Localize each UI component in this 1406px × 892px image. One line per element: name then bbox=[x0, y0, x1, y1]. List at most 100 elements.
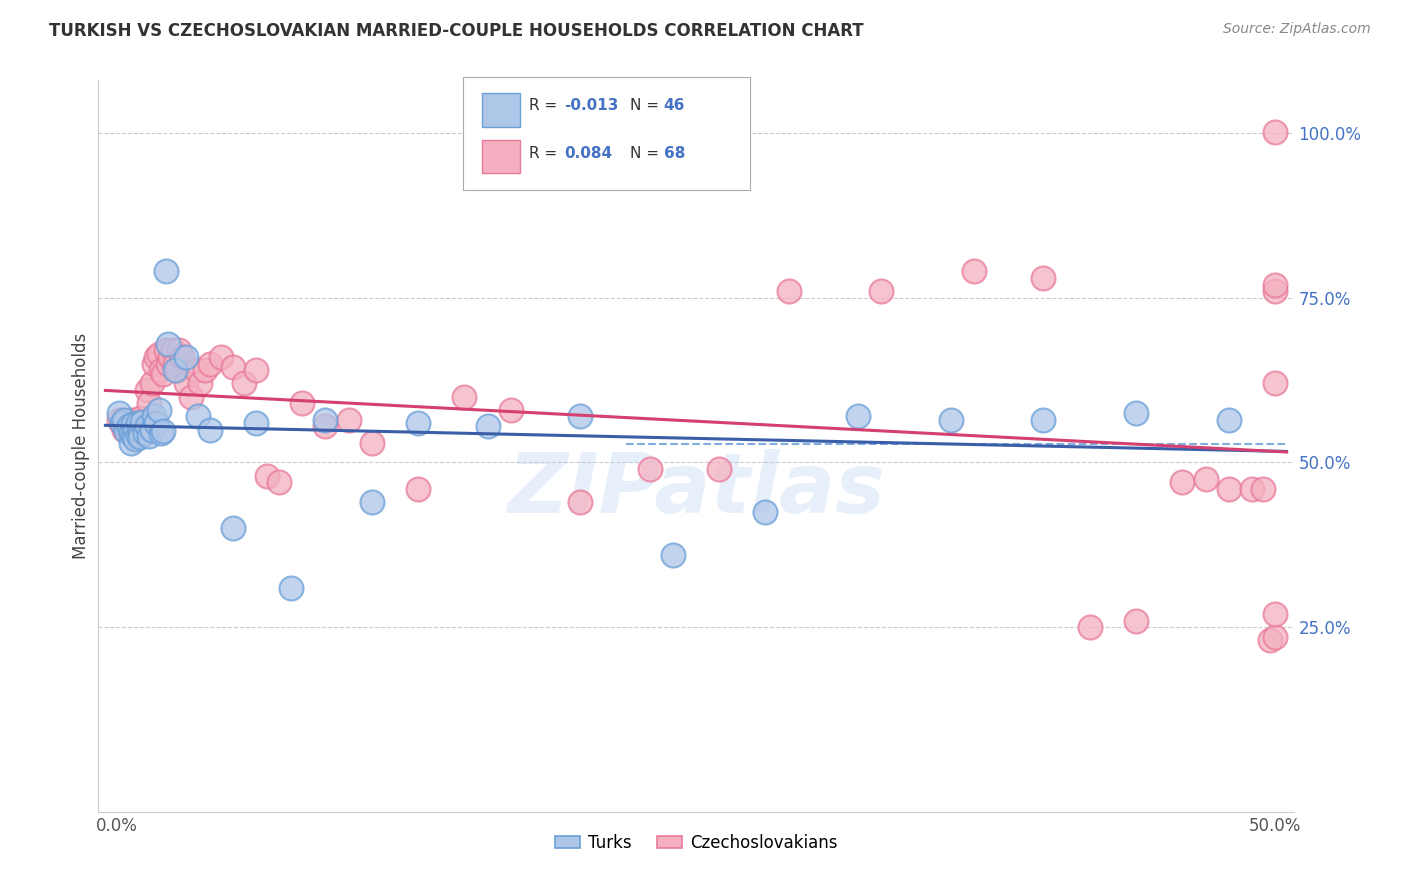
Point bbox=[159, 350, 181, 364]
Point bbox=[222, 521, 245, 535]
Point bbox=[194, 363, 217, 377]
Point bbox=[136, 383, 159, 397]
Point bbox=[314, 412, 336, 426]
Point bbox=[1171, 475, 1194, 490]
Text: ZIPatlas: ZIPatlas bbox=[508, 450, 884, 531]
Point bbox=[662, 548, 685, 562]
Point bbox=[569, 495, 592, 509]
Text: R =: R = bbox=[529, 146, 562, 161]
Point bbox=[117, 419, 139, 434]
Point bbox=[1032, 271, 1054, 285]
Point bbox=[1264, 125, 1286, 139]
Point bbox=[152, 367, 174, 381]
FancyBboxPatch shape bbox=[482, 94, 520, 127]
Point bbox=[1264, 376, 1286, 391]
Point bbox=[162, 343, 184, 358]
Point bbox=[180, 390, 202, 404]
Point bbox=[198, 423, 221, 437]
Text: N =: N = bbox=[630, 98, 664, 113]
Point bbox=[143, 357, 166, 371]
Point bbox=[163, 357, 186, 371]
Point bbox=[138, 396, 160, 410]
Point bbox=[245, 363, 267, 377]
Point bbox=[134, 425, 156, 440]
Point bbox=[1078, 620, 1101, 634]
Point bbox=[134, 425, 156, 440]
Point bbox=[155, 343, 177, 358]
Y-axis label: Married-couple Households: Married-couple Households bbox=[72, 333, 90, 559]
Point bbox=[846, 409, 869, 424]
Point bbox=[112, 412, 135, 426]
Point bbox=[406, 416, 429, 430]
Point bbox=[156, 357, 179, 371]
Point bbox=[124, 423, 146, 437]
Point bbox=[149, 425, 172, 440]
Point bbox=[198, 357, 221, 371]
Point bbox=[1253, 482, 1275, 496]
Point bbox=[754, 505, 776, 519]
Point bbox=[136, 419, 159, 434]
Point bbox=[188, 376, 211, 391]
Point bbox=[1240, 482, 1263, 496]
Point bbox=[112, 423, 135, 437]
Point bbox=[155, 264, 177, 278]
Point bbox=[170, 350, 193, 364]
Point bbox=[110, 417, 132, 432]
Point bbox=[148, 402, 170, 417]
Point bbox=[131, 417, 153, 432]
FancyBboxPatch shape bbox=[482, 139, 520, 173]
Text: 46: 46 bbox=[664, 98, 685, 113]
Point bbox=[184, 363, 207, 377]
Text: Source: ZipAtlas.com: Source: ZipAtlas.com bbox=[1223, 22, 1371, 37]
Point bbox=[1264, 284, 1286, 298]
Point bbox=[163, 363, 186, 377]
Point bbox=[129, 430, 152, 444]
Point bbox=[156, 336, 179, 351]
Point bbox=[115, 416, 138, 430]
Point bbox=[870, 284, 893, 298]
Point bbox=[120, 425, 142, 440]
Point bbox=[138, 429, 160, 443]
Point bbox=[360, 435, 382, 450]
Point bbox=[291, 396, 314, 410]
Point bbox=[129, 424, 152, 438]
Point bbox=[1264, 607, 1286, 621]
Point bbox=[360, 495, 382, 509]
Point bbox=[222, 359, 245, 374]
Point bbox=[280, 581, 302, 595]
Point bbox=[152, 424, 174, 438]
Point bbox=[141, 376, 163, 391]
Point bbox=[245, 416, 267, 430]
Point bbox=[176, 350, 198, 364]
Point bbox=[117, 419, 139, 434]
Point bbox=[1125, 406, 1147, 420]
Point bbox=[110, 416, 132, 430]
Point bbox=[1218, 482, 1240, 496]
Point bbox=[477, 419, 499, 434]
Text: 0.084: 0.084 bbox=[565, 146, 613, 161]
Point bbox=[129, 410, 152, 425]
Legend: Turks, Czechoslovakians: Turks, Czechoslovakians bbox=[548, 827, 844, 858]
Point bbox=[778, 284, 800, 298]
Point bbox=[166, 363, 188, 377]
Point bbox=[209, 350, 232, 364]
Point bbox=[115, 424, 138, 438]
Text: -0.013: -0.013 bbox=[565, 98, 619, 113]
Point bbox=[122, 417, 145, 432]
Point bbox=[122, 419, 145, 434]
Point bbox=[1194, 472, 1216, 486]
Point bbox=[1218, 412, 1240, 426]
Text: N =: N = bbox=[630, 146, 664, 161]
Point bbox=[638, 462, 661, 476]
Point bbox=[127, 415, 149, 429]
Point bbox=[1032, 412, 1054, 426]
Point bbox=[120, 412, 142, 426]
Point bbox=[406, 482, 429, 496]
Point bbox=[124, 433, 146, 447]
Point bbox=[148, 347, 170, 361]
Point bbox=[169, 343, 191, 358]
Point bbox=[499, 402, 522, 417]
Point bbox=[453, 390, 475, 404]
Text: 68: 68 bbox=[664, 146, 685, 161]
Point bbox=[337, 412, 360, 426]
